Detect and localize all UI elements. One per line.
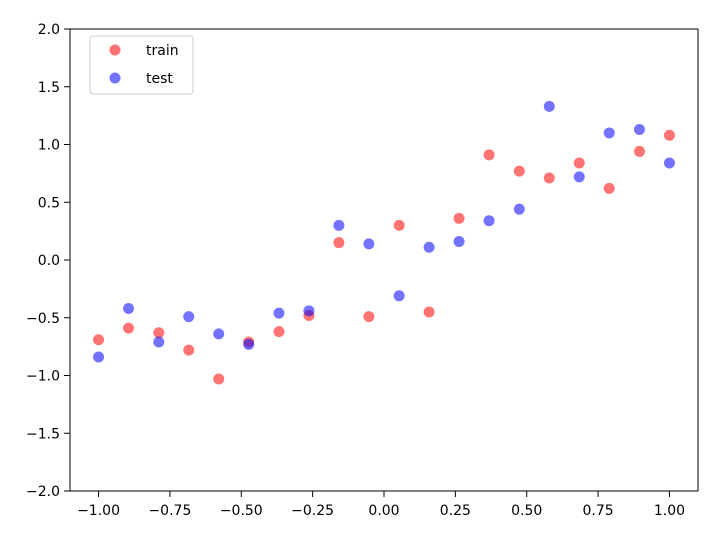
data-point-train — [603, 182, 615, 194]
data-point-train — [483, 149, 495, 161]
data-point-test — [573, 171, 585, 183]
y-tick-label: 0.5 — [38, 195, 60, 211]
data-point-train — [123, 322, 135, 334]
data-point-train — [573, 157, 585, 169]
x-tick-label: 0.25 — [440, 503, 471, 519]
y-tick-label: −2.0 — [26, 484, 60, 500]
data-point-train — [393, 219, 405, 231]
data-point-test — [423, 241, 435, 253]
legend-marker-test — [109, 72, 121, 84]
y-tick-label: 0.0 — [38, 253, 60, 269]
legend-marker-train — [109, 44, 121, 56]
data-point-test — [93, 351, 105, 363]
data-point-train — [453, 212, 465, 224]
y-axis-ticks: −2.0 −1.5 −1.0 −0.5 0.0 0.5 1.0 1.5 2.0 — [26, 22, 70, 500]
x-tick-label: −1.00 — [77, 503, 120, 519]
data-point-test — [453, 236, 465, 248]
data-point-test — [543, 100, 555, 112]
data-point-test — [333, 219, 345, 231]
data-point-test — [303, 305, 315, 317]
y-tick-label: −1.0 — [26, 369, 60, 385]
axes-frame — [69, 28, 699, 492]
data-point-train — [423, 306, 435, 318]
data-point-train — [183, 344, 195, 356]
data-point-test — [183, 311, 195, 323]
legend: train test — [89, 35, 194, 95]
x-axis-ticks: −1.00 −0.75 −0.50 −0.25 0.00 0.25 0.50 0.75 1.00 — [77, 491, 685, 519]
data-point-train — [213, 373, 225, 385]
y-tick-label: 1.0 — [38, 138, 60, 154]
data-point-test — [243, 338, 255, 350]
data-point-train — [153, 327, 165, 339]
data-point-train — [333, 237, 345, 249]
legend-label-train: train — [146, 43, 179, 59]
x-tick-label: 0.00 — [368, 503, 399, 519]
data-point-train — [633, 145, 645, 157]
data-point-test — [273, 307, 285, 319]
data-point-train — [513, 165, 525, 177]
data-point-test — [663, 157, 675, 169]
data-point-test — [213, 328, 225, 340]
data-point-train — [273, 326, 285, 338]
data-point-train — [363, 311, 375, 323]
y-tick-label: 2.0 — [38, 22, 60, 38]
x-tick-label: 0.50 — [511, 503, 542, 519]
y-tick-label: −1.5 — [26, 426, 60, 442]
data-points — [93, 100, 675, 385]
data-point-test — [483, 215, 495, 227]
data-point-test — [393, 290, 405, 302]
x-tick-label: −0.75 — [148, 503, 191, 519]
x-tick-label: −0.50 — [220, 503, 263, 519]
data-point-train — [663, 129, 675, 141]
data-point-train — [543, 172, 555, 184]
y-tick-label: 1.5 — [38, 80, 60, 96]
data-point-test — [153, 336, 165, 348]
data-point-test — [603, 127, 615, 139]
y-tick-label: −0.5 — [26, 311, 60, 327]
legend-label-test: test — [146, 71, 173, 87]
data-point-test — [123, 303, 135, 315]
data-point-test — [633, 123, 645, 135]
data-point-test — [513, 203, 525, 215]
data-point-train — [93, 334, 105, 346]
x-tick-label: 1.00 — [654, 503, 685, 519]
x-tick-label: −0.25 — [291, 503, 334, 519]
x-tick-label: 0.75 — [583, 503, 614, 519]
data-point-test — [363, 238, 375, 250]
